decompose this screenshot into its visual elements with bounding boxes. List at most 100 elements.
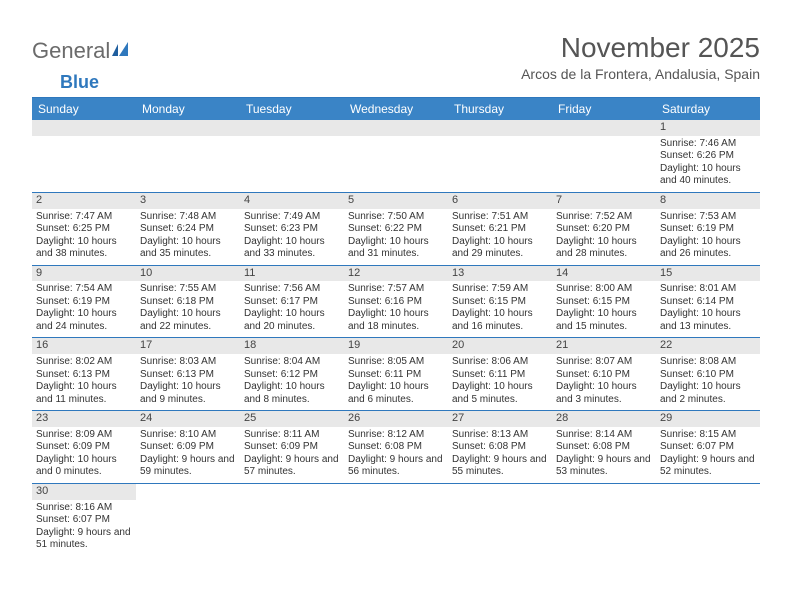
empty-cell [136, 483, 240, 555]
weekday-header: Thursday [448, 98, 552, 120]
day-cell: 22Sunrise: 8:08 AMSunset: 6:10 PMDayligh… [656, 338, 760, 411]
calendar-row: 23Sunrise: 8:09 AMSunset: 6:09 PMDayligh… [32, 411, 760, 484]
daylight-line: Daylight: 9 hours and 56 minutes. [348, 454, 444, 479]
day-number: 26 [344, 411, 448, 427]
day-cell: 25Sunrise: 8:11 AMSunset: 6:09 PMDayligh… [240, 411, 344, 484]
empty-cell [552, 120, 656, 192]
sunrise-line: Sunrise: 7:48 AM [140, 211, 236, 224]
weekday-header: Friday [552, 98, 656, 120]
sunset-line: Sunset: 6:22 PM [348, 223, 444, 236]
sunrise-line: Sunrise: 7:47 AM [36, 211, 132, 224]
day-number: 27 [448, 411, 552, 427]
days-of-week-row: SundayMondayTuesdayWednesdayThursdayFrid… [32, 98, 760, 120]
sunrise-line: Sunrise: 8:05 AM [348, 356, 444, 369]
sunrise-line: Sunrise: 8:15 AM [660, 429, 756, 442]
sunrise-line: Sunrise: 7:49 AM [244, 211, 340, 224]
day-number: 17 [136, 338, 240, 354]
daylight-line: Daylight: 10 hours and 28 minutes. [556, 236, 652, 261]
sunrise-line: Sunrise: 7:57 AM [348, 283, 444, 296]
daylight-line: Daylight: 10 hours and 38 minutes. [36, 236, 132, 261]
sunrise-line: Sunrise: 7:54 AM [36, 283, 132, 296]
location-text: Arcos de la Frontera, Andalusia, Spain [521, 66, 760, 82]
daylight-line: Daylight: 10 hours and 2 minutes. [660, 381, 756, 406]
sunrise-line: Sunrise: 7:52 AM [556, 211, 652, 224]
sunrise-line: Sunrise: 8:03 AM [140, 356, 236, 369]
sunset-line: Sunset: 6:08 PM [556, 441, 652, 454]
daylight-line: Daylight: 9 hours and 52 minutes. [660, 454, 756, 479]
day-number: 23 [32, 411, 136, 427]
sunset-line: Sunset: 6:09 PM [36, 441, 132, 454]
daylight-line: Daylight: 10 hours and 20 minutes. [244, 308, 340, 333]
daylight-line: Daylight: 10 hours and 13 minutes. [660, 308, 756, 333]
daylight-line: Daylight: 10 hours and 31 minutes. [348, 236, 444, 261]
sunset-line: Sunset: 6:13 PM [36, 369, 132, 382]
sunset-line: Sunset: 6:25 PM [36, 223, 132, 236]
sunset-line: Sunset: 6:11 PM [348, 369, 444, 382]
sunset-line: Sunset: 6:19 PM [660, 223, 756, 236]
sunrise-line: Sunrise: 8:16 AM [36, 502, 132, 515]
sunrise-line: Sunrise: 7:55 AM [140, 283, 236, 296]
day-cell: 27Sunrise: 8:13 AMSunset: 6:08 PMDayligh… [448, 411, 552, 484]
sunset-line: Sunset: 6:14 PM [660, 296, 756, 309]
calendar-table: SundayMondayTuesdayWednesdayThursdayFrid… [32, 98, 760, 556]
daylight-line: Daylight: 10 hours and 11 minutes. [36, 381, 132, 406]
sunrise-line: Sunrise: 8:08 AM [660, 356, 756, 369]
day-number: 13 [448, 266, 552, 282]
sunset-line: Sunset: 6:08 PM [348, 441, 444, 454]
day-cell: 24Sunrise: 8:10 AMSunset: 6:09 PMDayligh… [136, 411, 240, 484]
daylight-line: Daylight: 10 hours and 29 minutes. [452, 236, 548, 261]
daylight-line: Daylight: 10 hours and 5 minutes. [452, 381, 548, 406]
calendar-row: 9Sunrise: 7:54 AMSunset: 6:19 PMDaylight… [32, 265, 760, 338]
daylight-line: Daylight: 10 hours and 0 minutes. [36, 454, 132, 479]
sunset-line: Sunset: 6:09 PM [140, 441, 236, 454]
sunrise-line: Sunrise: 8:12 AM [348, 429, 444, 442]
sunset-line: Sunset: 6:10 PM [556, 369, 652, 382]
daylight-line: Daylight: 9 hours and 51 minutes. [36, 527, 132, 552]
day-cell: 14Sunrise: 8:00 AMSunset: 6:15 PMDayligh… [552, 265, 656, 338]
daylight-line: Daylight: 10 hours and 8 minutes. [244, 381, 340, 406]
daylight-line: Daylight: 10 hours and 35 minutes. [140, 236, 236, 261]
day-cell: 26 Sunrise: 8:12 AMSunset: 6:08 PMDayligh… [344, 411, 448, 484]
empty-cell [240, 120, 344, 192]
sunrise-line: Sunrise: 8:14 AM [556, 429, 652, 442]
day-number: 5 [344, 193, 448, 209]
day-number: 9 [32, 266, 136, 282]
day-cell: 18Sunrise: 8:04 AMSunset: 6:12 PMDayligh… [240, 338, 344, 411]
sunrise-line: Sunrise: 7:56 AM [244, 283, 340, 296]
empty-cell [448, 120, 552, 192]
sunset-line: Sunset: 6:16 PM [348, 296, 444, 309]
sunrise-line: Sunrise: 7:59 AM [452, 283, 548, 296]
daylight-line: Daylight: 10 hours and 3 minutes. [556, 381, 652, 406]
daylight-line: Daylight: 10 hours and 9 minutes. [140, 381, 236, 406]
day-cell: 20Sunrise: 8:06 AMSunset: 6:11 PMDayligh… [448, 338, 552, 411]
sunset-line: Sunset: 6:07 PM [36, 514, 132, 527]
day-number: 2 [32, 193, 136, 209]
empty-cell [136, 120, 240, 192]
daylight-line: Daylight: 10 hours and 33 minutes. [244, 236, 340, 261]
empty-daynum-band [552, 120, 656, 136]
day-cell: 12Sunrise: 7:57 AMSunset: 6:16 PMDayligh… [344, 265, 448, 338]
sunrise-line: Sunrise: 7:46 AM [660, 138, 756, 151]
daylight-line: Daylight: 9 hours and 57 minutes. [244, 454, 340, 479]
sunset-line: Sunset: 6:07 PM [660, 441, 756, 454]
sunset-line: Sunset: 6:08 PM [452, 441, 548, 454]
empty-daynum-band [448, 120, 552, 136]
day-cell: 8Sunrise: 7:53 AMSunset: 6:19 PMDaylight… [656, 192, 760, 265]
day-number: 30 [32, 484, 136, 500]
sunrise-line: Sunrise: 8:04 AM [244, 356, 340, 369]
calendar-row: 16Sunrise: 8:02 AMSunset: 6:13 PMDayligh… [32, 338, 760, 411]
day-cell: 6Sunrise: 7:51 AMSunset: 6:21 PMDaylight… [448, 192, 552, 265]
sunrise-line: Sunrise: 8:11 AM [244, 429, 340, 442]
day-cell: 16Sunrise: 8:02 AMSunset: 6:13 PMDayligh… [32, 338, 136, 411]
sunrise-line: Sunrise: 8:09 AM [36, 429, 132, 442]
empty-cell [240, 483, 344, 555]
sunset-line: Sunset: 6:23 PM [244, 223, 340, 236]
day-number: 11 [240, 266, 344, 282]
weekday-header: Monday [136, 98, 240, 120]
daylight-line: Daylight: 10 hours and 26 minutes. [660, 236, 756, 261]
empty-cell [344, 120, 448, 192]
weekday-header: Sunday [32, 98, 136, 120]
empty-cell [552, 483, 656, 555]
empty-cell [32, 120, 136, 192]
daylight-line: Daylight: 10 hours and 15 minutes. [556, 308, 652, 333]
